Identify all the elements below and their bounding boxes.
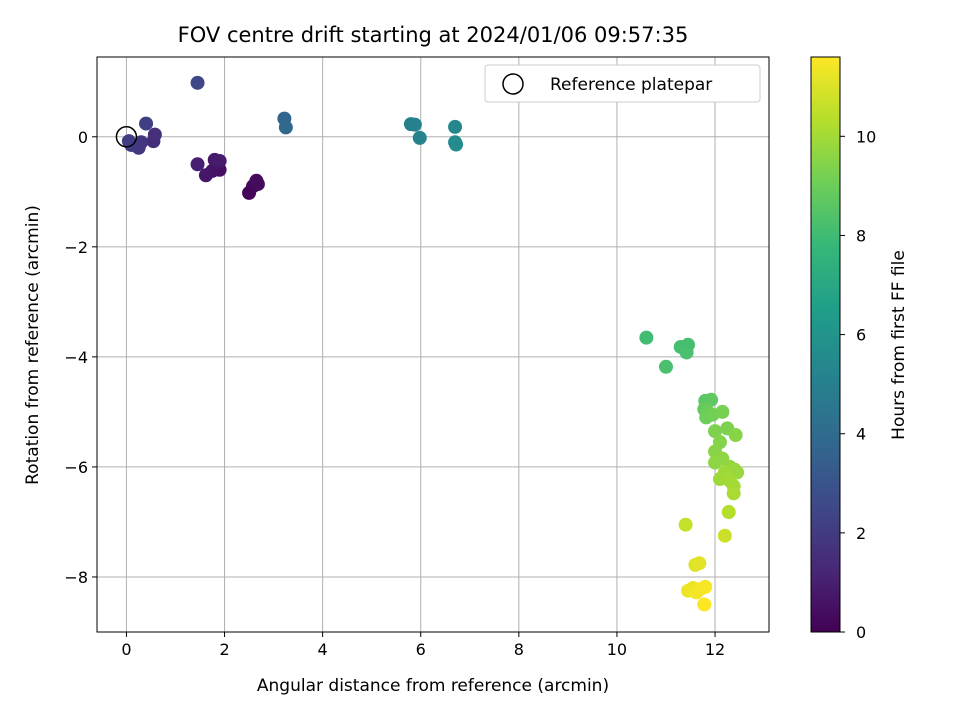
y-axis-ticks: 0 −2 −4 −6 −8 — [64, 128, 97, 587]
data-point — [708, 455, 723, 470]
x-tick-label: 10 — [607, 640, 627, 659]
data-point — [726, 486, 741, 501]
data-point — [407, 117, 422, 132]
data-point — [721, 505, 736, 520]
data-point — [728, 428, 743, 443]
y-tick-label: −2 — [64, 238, 88, 257]
scatter-points — [121, 75, 745, 612]
y-tick-label: −4 — [64, 348, 88, 367]
data-point — [697, 597, 712, 612]
data-point — [679, 345, 694, 360]
reference-marker-group — [115, 126, 138, 148]
data-point — [139, 116, 154, 131]
x-tick-label: 6 — [416, 640, 426, 659]
colorbar-gradient — [810, 56, 841, 633]
grid-lines — [97, 57, 769, 632]
colorbar-tick-label: 0 — [856, 623, 866, 642]
data-point — [717, 528, 732, 543]
data-point — [708, 424, 723, 439]
legend-label: Reference platepar — [550, 75, 712, 95]
colorbar-tick-label: 6 — [856, 326, 866, 345]
plot-frame — [96, 56, 770, 633]
data-point — [198, 168, 213, 183]
data-point — [412, 130, 427, 145]
data-point — [212, 153, 227, 168]
x-axis-ticks: 0 2 4 6 8 10 12 — [121, 632, 725, 659]
y-axis-label: Rotation from reference (arcmin) — [23, 205, 43, 485]
data-point — [250, 177, 265, 192]
legend-box — [484, 64, 761, 103]
data-point — [698, 579, 713, 594]
colorbar-tick-label: 10 — [856, 127, 876, 146]
x-tick-label: 8 — [514, 640, 524, 659]
y-tick-label: −6 — [64, 458, 88, 477]
data-point — [692, 556, 707, 571]
legend-marker-icon — [502, 73, 524, 95]
data-point — [190, 75, 205, 90]
chart-title: FOV centre drift starting at 2024/01/06 … — [178, 23, 689, 47]
y-tick-label: −8 — [64, 568, 88, 587]
colorbar-tick-label: 2 — [856, 524, 866, 543]
data-point — [639, 330, 654, 345]
data-point — [449, 137, 464, 152]
x-tick-label: 2 — [219, 640, 229, 659]
colorbar-tick-label: 8 — [856, 226, 866, 245]
x-tick-label: 0 — [121, 640, 131, 659]
data-point — [278, 120, 293, 135]
x-tick-label: 4 — [318, 640, 328, 659]
data-point — [658, 359, 673, 374]
y-tick-label: 0 — [78, 128, 88, 147]
data-point — [147, 127, 162, 142]
data-point — [448, 119, 463, 134]
data-point — [715, 404, 730, 419]
x-axis-label: Angular distance from reference (arcmin) — [257, 676, 609, 696]
reference-marker — [115, 126, 138, 148]
colorbar-ticks: 0 2 4 6 8 10 — [840, 127, 876, 642]
data-point — [678, 517, 693, 532]
colorbar-label: Hours from first FF file — [889, 250, 909, 440]
colorbar-tick-label: 4 — [856, 425, 866, 444]
data-point — [190, 157, 205, 172]
legend: Reference platepar — [484, 64, 761, 103]
x-tick-label: 12 — [705, 640, 725, 659]
colorbar: 0 2 4 6 8 10 Hours from first FF file — [810, 56, 909, 642]
